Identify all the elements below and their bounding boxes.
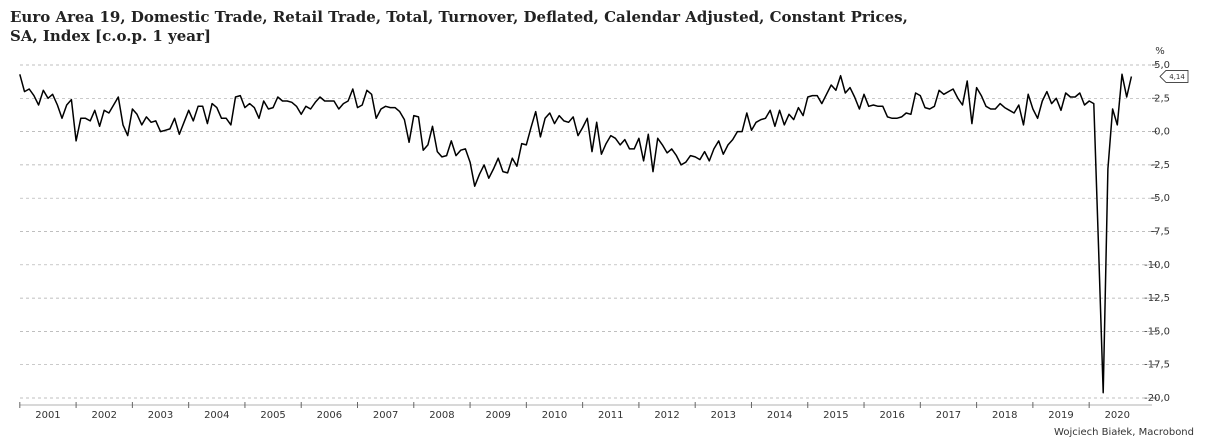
chart-title: Euro Area 19, Domestic Trade, Retail Tra… [10, 8, 908, 26]
x-tick-label: 2006 [317, 410, 342, 421]
y-tick-label: -7,5 [1150, 227, 1170, 238]
source: Wojciech Białek, Macrobond [1054, 427, 1194, 438]
x-tick-label: 2009 [485, 410, 510, 421]
chart-subtitle: SA, Index [c.o.p. 1 year] [10, 27, 211, 45]
y-tick-label: -17,5 [1144, 360, 1170, 371]
value-marker [1159, 70, 1189, 83]
x-tick-label: 2002 [92, 410, 117, 421]
x-tick-label: 2018 [992, 410, 1017, 421]
y-tick-label: -2,5 [1150, 160, 1170, 171]
y-unit: % [1155, 46, 1165, 57]
y-tick-label: -12,5 [1144, 293, 1170, 304]
y-tick-label: 2,5 [1154, 93, 1170, 104]
x-tick-label: 2011 [598, 410, 623, 421]
x-tick-label: 2013 [711, 410, 736, 421]
x-tick-label: 2008 [429, 410, 454, 421]
y-tick-label: 0,0 [1154, 127, 1170, 138]
value-label: 4,14 [1169, 73, 1185, 81]
y-tick-label: -10,0 [1144, 260, 1170, 271]
x-tick-label: 2004 [204, 410, 229, 421]
x-tick-label: 2003 [148, 410, 173, 421]
y-tick-label: -20,0 [1144, 393, 1170, 404]
x-tick-label: 2012 [654, 410, 679, 421]
x-tick-label: 2005 [260, 410, 285, 421]
x-tick-label: 2015 [823, 410, 848, 421]
x-tick-label: 2016 [879, 410, 904, 421]
y-tick-label: -15,0 [1144, 326, 1170, 337]
x-tick-label: 2007 [373, 410, 398, 421]
x-tick-label: 2010 [542, 410, 567, 421]
y-tick-label: 5,0 [1154, 60, 1170, 71]
y-tick-label: -5,0 [1150, 193, 1170, 204]
line-series [19, 73, 1133, 394]
x-tick-label: 2014 [767, 410, 792, 421]
x-tick-label: 2019 [1048, 410, 1073, 421]
x-tick-label: 2001 [35, 410, 60, 421]
x-tick-label: 2017 [936, 410, 961, 421]
x-tick-label: 2020 [1105, 410, 1130, 421]
